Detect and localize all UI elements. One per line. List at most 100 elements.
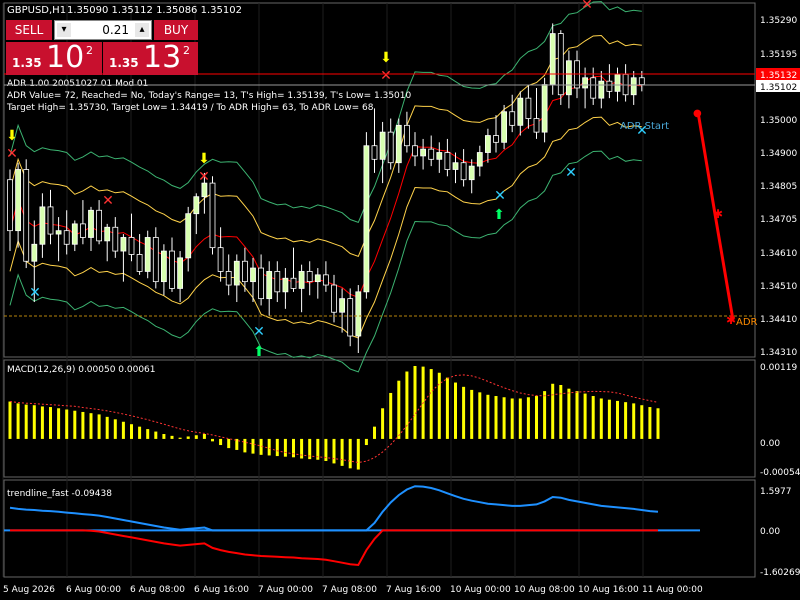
lot-decrease-icon[interactable]: ▾: [57, 23, 71, 37]
candle-body: [347, 298, 354, 337]
macd-bar: [405, 371, 409, 439]
time-axis[interactable]: 5 Aug 2026 6 Aug 00:00 6 Aug 08:00 6 Aug…: [3, 585, 703, 595]
candle-body: [598, 80, 605, 99]
candle-body: [395, 124, 402, 164]
trendline-blue: [9, 485, 659, 532]
candle-body: [566, 60, 572, 96]
time-tick: 6 Aug 16:00: [194, 585, 249, 595]
macd-bar: [526, 397, 530, 439]
candle-body: [476, 152, 483, 167]
price-badge-current: [756, 80, 800, 92]
time-tick: 10 Aug 08:00: [514, 585, 575, 595]
candle-body: [47, 206, 54, 235]
down-arrow-icon: ⬇: [198, 151, 210, 167]
main-panel-frame: [3, 2, 756, 358]
candle-body: [241, 260, 248, 283]
candle-body: [452, 162, 459, 170]
candle-body: [39, 206, 46, 245]
price-tick: 1.34310: [760, 348, 797, 358]
cross-marker-icon: ✕: [565, 165, 577, 181]
candle-body: [88, 209, 94, 238]
band-lower-inner: [9, 116, 642, 339]
macd-bar: [65, 409, 69, 439]
price-tick: 1.34410: [760, 315, 797, 325]
macd-bar: [373, 426, 376, 439]
candle-body: [331, 284, 337, 313]
band-upper-inner: [9, 34, 642, 258]
price-tick: 1.34705: [760, 215, 797, 225]
candle-body: [274, 271, 281, 293]
candle-body: [638, 77, 645, 85]
macd-bar: [502, 397, 506, 439]
sell-button[interactable]: SELL: [6, 20, 52, 40]
candle-body: [420, 148, 427, 157]
lot-increase-icon[interactable]: ▴: [135, 23, 149, 37]
cross-marker-icon: ✕: [253, 324, 265, 340]
macd-bar: [89, 413, 93, 439]
sell-quote-sup: 2: [86, 44, 93, 57]
macd-bar: [113, 419, 117, 439]
trendline-tick: 1.5977: [760, 487, 792, 497]
adr-projection-line[interactable]: [696, 111, 735, 321]
lot-size-field[interactable]: ▾ 0.21 ▴: [54, 20, 152, 40]
macd-bar: [235, 438, 239, 450]
candle-body: [630, 77, 637, 96]
price-axis[interactable]: 1.35290 1.35195 1.35000 1.34900 1.34805 …: [756, 16, 800, 358]
candle-body: [298, 271, 305, 289]
trendline-tick: 0.00: [760, 527, 780, 537]
macd-bar: [616, 400, 619, 439]
macd-bar: [97, 414, 101, 439]
candle-body: [314, 274, 321, 283]
macd-bar: [607, 399, 611, 439]
macd-signal-line: [9, 374, 659, 464]
macd-bar: [445, 377, 449, 439]
cross-marker-icon: ✕: [494, 188, 506, 204]
sell-quote[interactable]: 1.35 10 2: [6, 40, 102, 75]
candle-body: [371, 145, 378, 160]
macd-bar: [316, 438, 320, 460]
buy-quote[interactable]: 1.35 13 2: [103, 40, 198, 75]
candle-body: [120, 237, 127, 252]
macd-bar: [251, 438, 255, 454]
candles: [7, 23, 645, 353]
candle-body: [403, 124, 410, 147]
candle-body: [128, 237, 135, 255]
lot-size-value[interactable]: 0.21: [102, 23, 129, 37]
candle-body: [217, 247, 224, 272]
macd-bar: [154, 431, 158, 439]
macd-bar: [583, 393, 587, 439]
candle-body: [96, 209, 102, 242]
macd-bar: [300, 438, 304, 459]
adr-start-label: ADR Start: [620, 121, 669, 132]
down-arrow-icon: ⬇: [6, 128, 18, 144]
candle-body: [484, 135, 491, 153]
candle-body: [460, 162, 467, 181]
buy-button[interactable]: BUY: [154, 20, 198, 40]
candle-body: [606, 80, 613, 92]
price-badge-red-text: 1.35132: [760, 71, 797, 81]
candle-body: [614, 73, 621, 92]
time-tick: 5 Aug 2026: [3, 585, 55, 595]
macd-bar: [121, 421, 125, 439]
macd-bar: [470, 389, 474, 439]
macd-bar: [591, 396, 595, 439]
candle-body: [306, 271, 313, 283]
macd-bar: [632, 403, 636, 439]
macd-bar: [138, 426, 142, 439]
macd-bar: [219, 438, 223, 446]
candle-body: [209, 182, 216, 249]
time-tick: 10 Aug 16:00: [578, 585, 639, 595]
candle-body: [160, 250, 167, 283]
candle-body: [509, 111, 516, 126]
macd-bar: [324, 438, 328, 461]
adr-line-3: Target High= 1.35730, Target Low= 1.3441…: [6, 103, 374, 113]
macd-bar: [381, 408, 385, 439]
macd-bar: [348, 438, 352, 469]
macd-bar: [567, 388, 571, 439]
candle-body: [363, 145, 370, 293]
macd-bar: [130, 424, 133, 439]
candle-body: [193, 196, 200, 215]
macd-bar: [81, 411, 85, 439]
band-lower-outer: [9, 150, 642, 373]
